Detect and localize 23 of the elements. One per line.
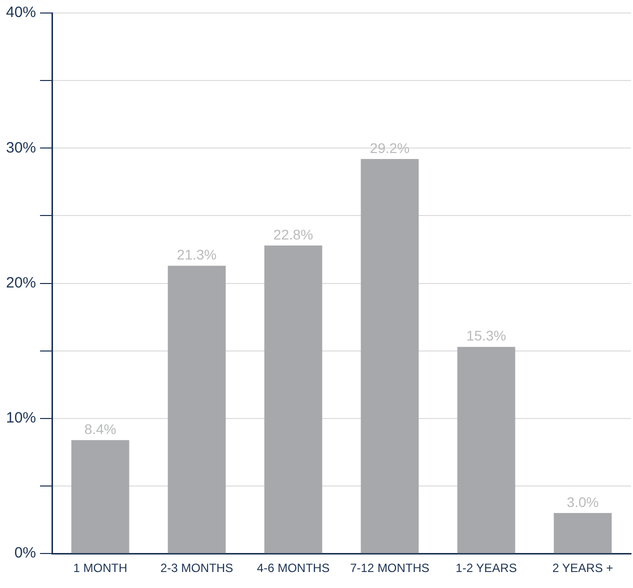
y-tick-label: 30% bbox=[6, 139, 36, 156]
data-label: 15.3% bbox=[466, 328, 506, 344]
bar bbox=[554, 513, 612, 554]
data-label: 21.3% bbox=[176, 246, 217, 263]
x-tick-label: 7-12 MONTHS bbox=[350, 561, 430, 576]
y-tick-label: 10% bbox=[6, 410, 36, 427]
bar bbox=[360, 158, 419, 554]
data-label: 8.4% bbox=[84, 420, 116, 437]
y-tick-label: 20% bbox=[6, 274, 36, 292]
data-label: 22.8% bbox=[273, 226, 314, 242]
bar bbox=[457, 346, 516, 554]
x-tick-label: 2-3 MONTHS bbox=[160, 561, 234, 576]
x-tick-label: 4-6 MONTHS bbox=[256, 561, 330, 576]
data-label: 3.0% bbox=[566, 494, 599, 510]
x-tick-label: 1 MONTH bbox=[73, 561, 128, 576]
y-tick-label: 0% bbox=[14, 544, 36, 562]
bar bbox=[264, 245, 322, 554]
x-tick-label: 2 YEARS + bbox=[552, 561, 614, 576]
bar bbox=[71, 440, 130, 554]
y-tick-label: 40% bbox=[6, 4, 36, 22]
x-tick-label: 1-2 YEARS bbox=[456, 561, 517, 576]
bar bbox=[168, 266, 226, 554]
data-label: 29.2% bbox=[370, 140, 410, 156]
